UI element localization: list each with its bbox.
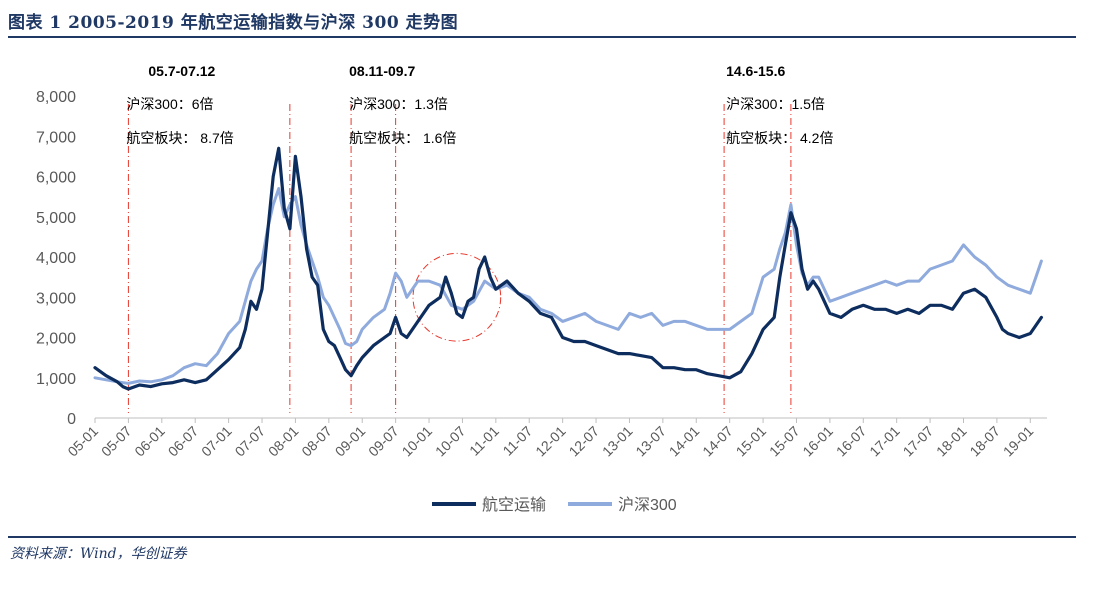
series-line-airline [93, 146, 1044, 391]
x-tick-label: 10-07 [432, 423, 469, 460]
annotation-heading: 05.7-07.12 [148, 63, 215, 79]
x-tick-label: 12-07 [566, 423, 603, 460]
x-tick-label: 06-01 [131, 423, 168, 460]
x-tick-label: 12-01 [532, 423, 569, 460]
annotation-hs300-multiple: 沪深300：1.5倍 [726, 96, 825, 112]
x-tick-label: 18-07 [966, 423, 1003, 460]
footer-divider [8, 536, 1076, 538]
figure-header: 图表 1 2005-2019 年航空运输指数与沪深 300 走势图 [0, 0, 1100, 40]
figure-title: 图表 1 2005-2019 年航空运输指数与沪深 300 走势图 [8, 13, 459, 33]
y-tick-label: 0 [67, 411, 76, 428]
source-note: 资料来源：Wind，华创证券 [10, 546, 187, 562]
header-divider [8, 36, 1076, 38]
y-tick-label: 8,000 [36, 89, 76, 106]
x-tick-label: 08-07 [298, 423, 335, 460]
legend-label-airline: 航空运输 [482, 496, 546, 514]
x-tick-label: 09-01 [332, 423, 369, 460]
x-tick-label: 11-01 [466, 423, 502, 459]
x-tick-label: 13-07 [632, 423, 669, 460]
x-tick-label: 13-01 [599, 423, 636, 460]
x-tick-label: 14-07 [699, 423, 736, 460]
y-tick-label: 6,000 [36, 170, 76, 187]
x-tick-label: 07-01 [198, 423, 235, 460]
x-tick-label: 18-01 [933, 423, 970, 460]
highlight-circle [412, 252, 502, 342]
x-tick-label: 09-07 [365, 423, 402, 460]
y-tick-label: 3,000 [36, 290, 76, 307]
x-tick-label: 19-01 [1000, 423, 1037, 460]
x-tick-label: 17-01 [866, 423, 903, 460]
annotation-heading: 08.11-09.7 [349, 63, 415, 79]
annotation-airline-multiple: 航空板块： 4.2倍 [726, 130, 833, 146]
annotation-hs300-multiple: 沪深300：1.3倍 [349, 96, 448, 112]
annotation-airline-multiple: 航空板块： 8.7倍 [126, 130, 233, 146]
series-line-hs300 [93, 187, 1043, 385]
x-tick-label: 06-07 [165, 423, 202, 460]
x-tick-label: 16-07 [833, 423, 870, 460]
x-tick-label: 17-07 [900, 423, 937, 460]
y-tick-label: 7,000 [36, 129, 76, 146]
x-tick-label: 15-01 [733, 423, 770, 460]
x-tick-label: 14-01 [666, 423, 703, 460]
legend-label-hs300: 沪深300 [618, 496, 677, 514]
x-tick-label: 15-07 [766, 423, 803, 460]
x-tick-label: 16-01 [799, 423, 836, 460]
y-tick-label: 2,000 [36, 331, 76, 348]
x-tick-label: 10-01 [399, 423, 436, 460]
y-tick-label: 5,000 [36, 210, 76, 227]
annotation-heading: 14.6-15.6 [726, 63, 785, 79]
x-tick-label: 05-07 [98, 423, 135, 460]
annotation-hs300-multiple: 沪深300：6倍 [126, 96, 213, 112]
x-tick-label: 08-01 [265, 423, 302, 460]
x-tick-label: 11-07 [499, 423, 535, 459]
y-tick-label: 4,000 [36, 250, 76, 267]
y-tick-label: 1,000 [36, 371, 76, 388]
line-chart: 0 1,000 2,000 3,000 4,000 5,000 6,000 7,000 8,00… [36, 63, 1047, 514]
annotation-airline-multiple: 航空板块： 1.6倍 [349, 130, 456, 146]
x-tick-label: 05-01 [64, 423, 101, 460]
x-tick-label: 07-07 [232, 423, 269, 460]
